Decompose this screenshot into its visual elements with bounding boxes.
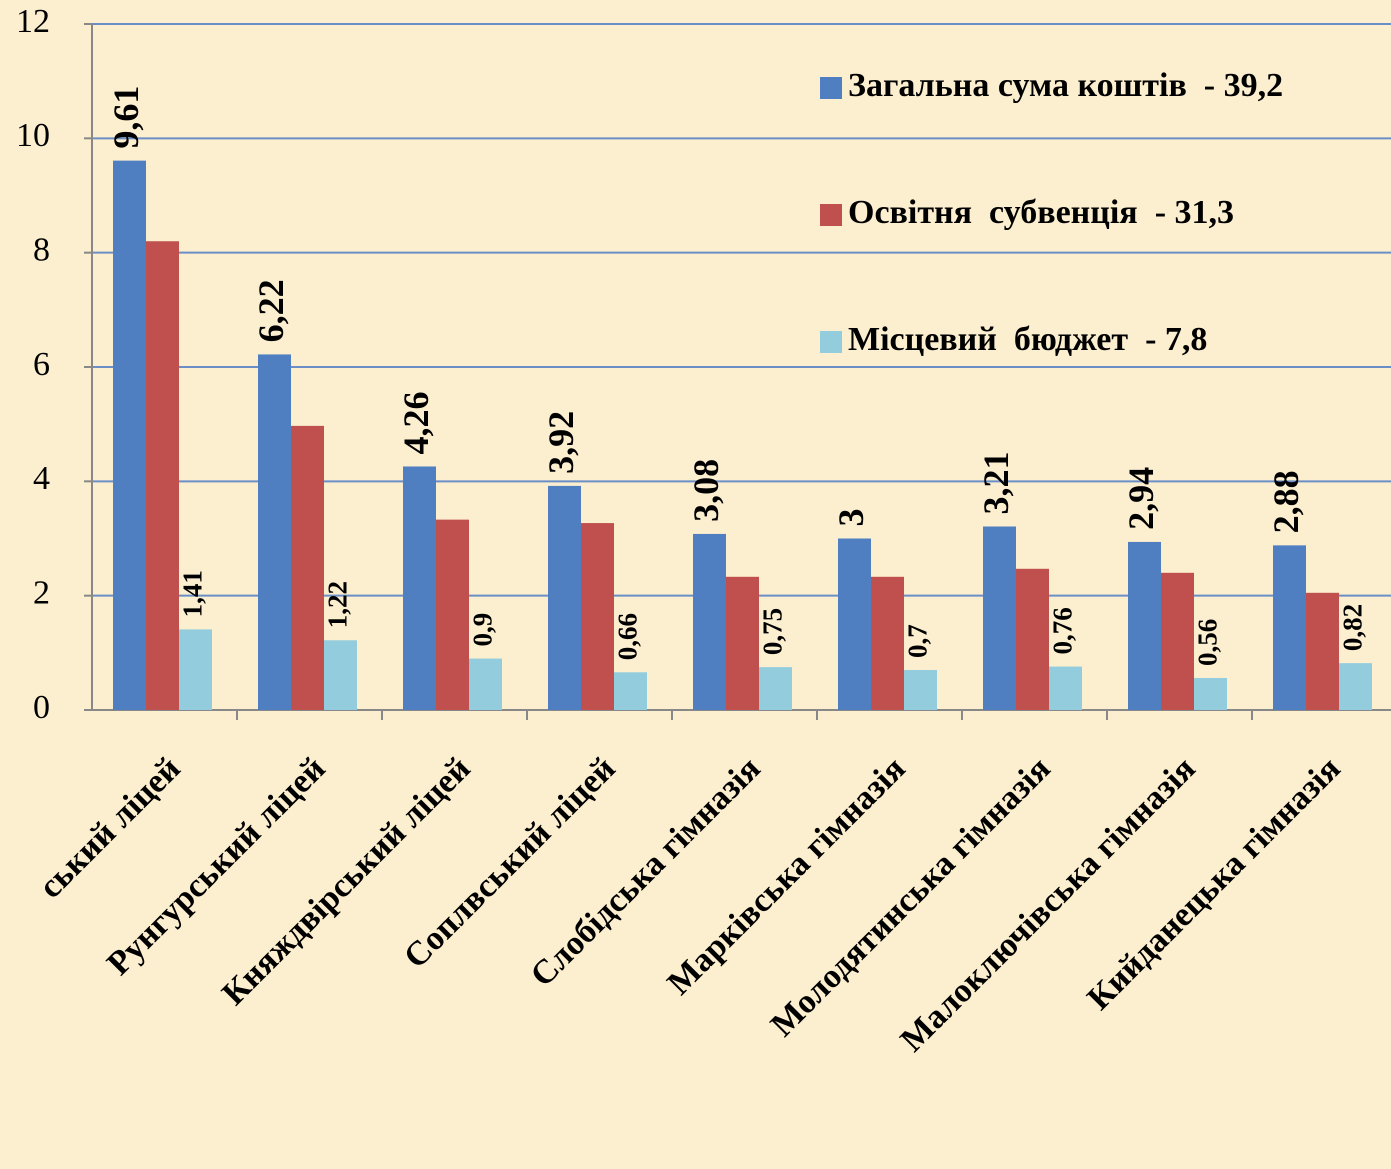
data-label: 0,82 (1338, 604, 1368, 651)
bar (983, 526, 1016, 710)
data-label: 0,76 (1048, 607, 1078, 654)
bar (1194, 677, 1227, 710)
bar (614, 672, 647, 710)
legend-label: Загальна сума коштів - 39,2 (848, 67, 1283, 104)
bar (1049, 666, 1082, 710)
bar (693, 533, 726, 710)
bar (179, 629, 212, 710)
y-tick-label: 12 (16, 3, 50, 40)
data-label: 2,88 (1266, 470, 1306, 533)
data-label: 4,26 (396, 391, 436, 454)
data-label: 2,94 (1121, 467, 1161, 530)
bar (469, 658, 502, 710)
bar (871, 576, 904, 710)
bar (291, 425, 324, 710)
data-label: 0,7 (903, 624, 933, 658)
bar (258, 354, 291, 710)
y-tick-label: 8 (33, 231, 50, 268)
y-tick-label: 6 (33, 346, 50, 383)
y-tick-label: 2 (33, 574, 50, 611)
bar (113, 160, 146, 711)
data-label: 3 (831, 509, 871, 527)
bar (759, 667, 792, 710)
bar (1273, 545, 1306, 710)
data-label: 9,61 (106, 86, 146, 149)
bar (1016, 568, 1049, 710)
legend-swatch (820, 331, 842, 353)
bar (581, 523, 614, 710)
legend-label: Місцевий бюджет - 7,8 (848, 321, 1207, 358)
bar (548, 485, 581, 710)
y-tick-label: 0 (33, 689, 50, 726)
data-label: 3,08 (686, 459, 726, 522)
data-label: 1,22 (323, 581, 353, 628)
legend-swatch (820, 204, 842, 226)
data-label: 0,66 (613, 613, 643, 660)
bar (1339, 663, 1372, 710)
bar (838, 538, 871, 710)
data-label: 3,21 (976, 451, 1016, 514)
legend-swatch (820, 77, 842, 99)
bar (403, 466, 436, 710)
bar (1128, 541, 1161, 710)
bar (436, 519, 469, 710)
data-label: 1,41 (178, 570, 208, 617)
data-label: 0,9 (468, 613, 498, 647)
data-label: 6,22 (251, 279, 291, 342)
data-label: 0,75 (758, 608, 788, 655)
bar (324, 640, 357, 710)
bar (146, 241, 179, 710)
legend-label: Освітня субвенція - 31,3 (848, 194, 1234, 231)
y-tick-label: 4 (33, 460, 50, 497)
bar (904, 669, 937, 710)
bar (1306, 592, 1339, 710)
data-label: 0,56 (1193, 619, 1223, 666)
bar (1161, 572, 1194, 710)
y-tick-label: 10 (16, 117, 50, 154)
data-label: 3,92 (541, 411, 581, 474)
bar (726, 576, 759, 710)
